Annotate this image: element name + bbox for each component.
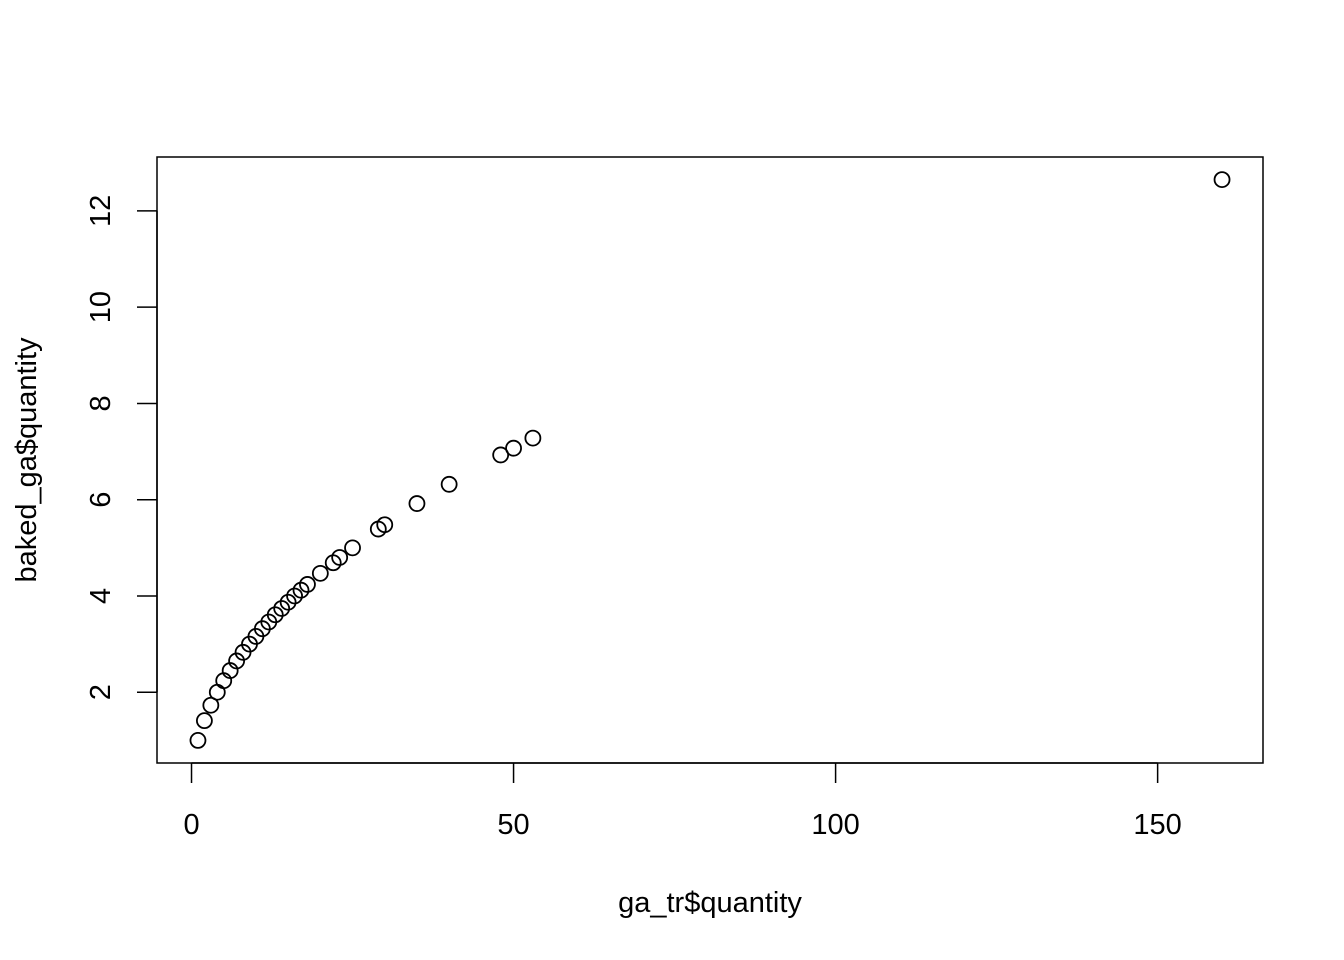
y-tick-label: 2	[85, 684, 117, 700]
y-tick-label: 6	[85, 492, 117, 508]
point	[273, 600, 291, 617]
point	[524, 429, 542, 447]
point	[1213, 171, 1231, 189]
point	[228, 652, 246, 670]
plot-box	[156, 156, 1264, 764]
point	[344, 539, 361, 557]
point	[196, 712, 213, 730]
point	[408, 495, 426, 512]
y-tick-label: 12	[85, 195, 117, 227]
point	[266, 606, 284, 624]
point	[376, 516, 394, 534]
point	[299, 576, 316, 593]
point	[492, 446, 510, 464]
point	[189, 731, 207, 749]
point	[286, 587, 303, 605]
x-tick-label: 0	[183, 809, 199, 841]
point	[279, 593, 297, 611]
point	[331, 549, 349, 566]
point	[440, 475, 458, 493]
x-tick-label: 100	[811, 809, 859, 841]
x-axis-label: ga_tr$quantity	[618, 887, 802, 919]
x-tick-label: 50	[497, 809, 529, 841]
y-tick-label: 10	[85, 291, 117, 323]
point	[208, 683, 226, 701]
x-tick-label: 150	[1133, 809, 1181, 841]
y-axis-label: baked_ga$quantity	[11, 337, 43, 583]
point	[202, 696, 220, 714]
y-tick-label: 8	[85, 395, 117, 411]
y-tick-label: 4	[85, 588, 117, 604]
point	[292, 581, 310, 599]
point	[505, 439, 522, 457]
point	[311, 564, 329, 582]
